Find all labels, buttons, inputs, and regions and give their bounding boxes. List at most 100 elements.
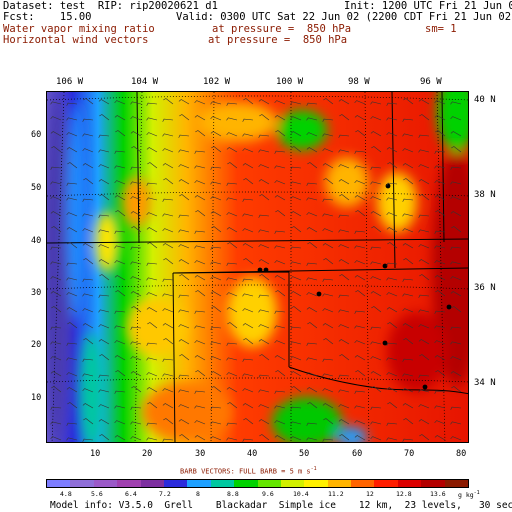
wind-barb <box>370 326 382 330</box>
wind-barb <box>50 421 62 425</box>
wind-barb <box>434 325 446 329</box>
wind-barb <box>322 323 334 329</box>
wind-barb <box>98 214 110 218</box>
wind-barb <box>130 436 142 441</box>
wind-barb <box>291 386 302 393</box>
wind-barb <box>419 194 430 201</box>
wind-barb <box>323 178 334 185</box>
wind-barb <box>50 371 62 377</box>
wind-barb <box>338 164 350 169</box>
wind-barb <box>178 374 190 378</box>
wind-barb <box>290 326 302 330</box>
wind-barb <box>130 341 142 345</box>
wind-barb <box>130 326 142 330</box>
model-info: Model info: V3.5.0 Grell Blackadar Simpl… <box>50 500 512 511</box>
wind-barb <box>306 102 318 106</box>
wind-barb <box>50 211 62 217</box>
wind-barb <box>370 341 382 345</box>
wind-barb <box>258 229 270 233</box>
wind-barb <box>146 182 158 186</box>
wind-barb <box>82 243 94 249</box>
wind-barb <box>338 404 350 409</box>
city-marker <box>385 183 391 189</box>
wind-barb <box>67 162 78 169</box>
wind-barb <box>274 195 286 201</box>
wind-barb <box>306 147 318 153</box>
wind-barb <box>274 245 286 249</box>
wind-barb <box>115 210 126 217</box>
colorbar-swatch <box>397 480 422 487</box>
wind-barb <box>290 116 302 121</box>
wind-barb <box>210 166 222 170</box>
wind-barb <box>194 420 206 425</box>
wind-barb <box>434 310 446 314</box>
wind-barb <box>306 437 318 441</box>
wind-barb <box>322 403 334 409</box>
wind-barb <box>386 277 398 281</box>
wind-barb <box>226 277 238 281</box>
wind-barb <box>258 324 270 329</box>
wind-barb <box>386 357 398 361</box>
wind-barb <box>178 309 190 313</box>
wind-barb <box>66 117 78 121</box>
wind-barb <box>66 182 78 186</box>
wind-barb <box>451 226 462 233</box>
wind-barb <box>386 102 398 106</box>
wind-barb <box>370 406 382 410</box>
wind-barb <box>258 294 270 298</box>
wind-barb <box>306 357 318 361</box>
wind-barb <box>386 262 398 266</box>
wind-barb <box>146 387 158 393</box>
wind-barb <box>370 196 382 201</box>
wind-barb <box>162 148 174 153</box>
wind-barb <box>226 292 238 297</box>
wind-barb <box>179 354 190 361</box>
wind-barb <box>354 230 366 234</box>
wind-barb <box>258 149 270 153</box>
wind-barb <box>83 338 94 345</box>
wind-barb <box>179 114 190 121</box>
wind-barb <box>450 116 462 121</box>
colorbar-swatch <box>93 480 118 487</box>
wind-barb <box>242 373 254 377</box>
wind-barb <box>419 434 430 441</box>
wind-barb <box>226 182 238 186</box>
colorbar-swatch <box>163 480 188 487</box>
wind-barb <box>146 197 158 201</box>
wind-barb <box>403 418 414 425</box>
wind-barb <box>450 421 462 425</box>
wind-barb <box>402 133 414 137</box>
wind-barb <box>418 149 430 153</box>
wind-barb <box>66 422 78 426</box>
wind-barb <box>434 115 446 121</box>
wind-barb <box>115 130 126 137</box>
wind-barb <box>450 261 462 265</box>
wind-barb <box>322 373 334 377</box>
wind-barb <box>82 373 94 377</box>
wind-barb <box>162 358 174 362</box>
wind-barb <box>226 147 238 153</box>
wind-barb <box>307 322 318 329</box>
wind-barb <box>226 437 238 441</box>
wind-barb <box>163 258 174 265</box>
wind-barb <box>98 229 110 233</box>
wind-barb <box>354 165 366 169</box>
wind-barb <box>290 101 302 105</box>
wind-barb <box>66 132 78 137</box>
wind-barb <box>131 306 142 313</box>
wind-barb <box>242 403 254 409</box>
wind-barb <box>418 164 430 169</box>
barb-note-text: BARB VECTORS: FULL BARB = 5 m s <box>180 467 311 476</box>
wind-barb <box>386 372 398 377</box>
wind-barb <box>162 323 174 329</box>
wind-barb <box>242 243 254 249</box>
wind-barb <box>338 134 350 138</box>
wind-barb <box>274 355 286 361</box>
wind-barb <box>50 181 62 185</box>
wind-barb <box>194 405 206 409</box>
wind-barb <box>82 308 94 313</box>
wind-barb <box>243 418 254 425</box>
wind-barb <box>242 133 254 137</box>
wind-barb <box>242 163 254 169</box>
wind-barb <box>146 102 158 106</box>
